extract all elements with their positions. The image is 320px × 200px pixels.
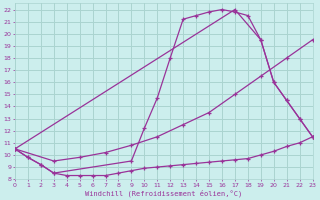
X-axis label: Windchill (Refroidissement éolien,°C): Windchill (Refroidissement éolien,°C) — [85, 189, 242, 197]
